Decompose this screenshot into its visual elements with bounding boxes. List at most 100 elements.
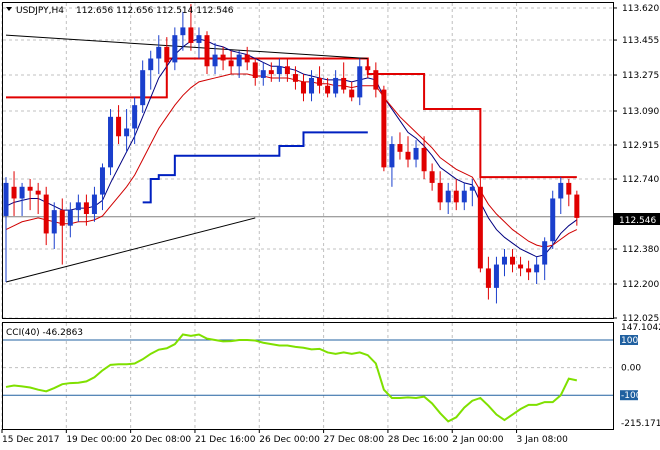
candle-body — [341, 77, 347, 90]
candle-body — [19, 186, 25, 199]
candle-body — [91, 194, 97, 215]
time-tick-label: 20 Dec 08:00 — [131, 435, 192, 445]
ohlc-values: 112.656 112.656 112.514 112.546 — [76, 6, 234, 16]
candle-body — [389, 144, 395, 168]
candle-body — [228, 60, 234, 67]
candle-body — [132, 105, 138, 129]
candle-body — [309, 77, 315, 94]
cci-line — [5, 333, 578, 423]
candle-body — [172, 35, 178, 63]
candle-body — [236, 54, 242, 67]
candle-body — [252, 62, 258, 78]
support-step-line — [142, 131, 368, 204]
cci-tick-label: -100 — [621, 391, 642, 401]
candle-body — [550, 198, 556, 242]
candle-body — [518, 264, 524, 269]
candle-body — [485, 268, 491, 288]
price-tick-label: 113.275 — [622, 71, 659, 81]
candle-body — [534, 264, 540, 273]
candle-body — [124, 128, 130, 137]
candle-body — [493, 264, 499, 288]
candle-body — [558, 182, 564, 199]
trendlines — [5, 34, 368, 283]
candle-body — [204, 35, 210, 67]
cci-tick-label: -215.1718 — [621, 419, 660, 429]
candle-body — [35, 190, 41, 195]
time-tick-label: 15 Dec 2017 — [2, 435, 60, 445]
time-tick-label: 21 Dec 16:00 — [195, 435, 256, 445]
candle-body — [381, 89, 387, 168]
candle-body — [268, 70, 274, 75]
candle-body — [196, 35, 202, 43]
candle-body — [445, 190, 451, 203]
candle-body — [413, 147, 419, 160]
trendline — [5, 217, 256, 283]
time-tick-label: 28 Dec 16:00 — [388, 435, 449, 445]
candle-body — [140, 70, 146, 106]
candle-body — [83, 202, 89, 215]
cci-tick-label: 0.00 — [621, 364, 641, 374]
current-price-label: 112.546 — [619, 216, 656, 226]
candle-body — [220, 54, 226, 61]
cci-level-tag — [620, 390, 638, 401]
dropdown-triangle-icon[interactable] — [6, 7, 12, 11]
candle-body — [421, 147, 427, 172]
candle-body — [501, 256, 507, 265]
candle-body — [461, 190, 467, 203]
candle-body — [43, 194, 49, 234]
candle-body — [469, 186, 475, 191]
candle-body — [156, 46, 162, 59]
main-panel-frame — [2, 2, 614, 319]
candle-body — [437, 182, 443, 203]
cci-tick-label: 100 — [621, 336, 638, 346]
price-tick-label: 112.915 — [622, 141, 659, 151]
time-tick-label: 19 Dec 00:00 — [66, 435, 127, 445]
candle-body — [3, 182, 9, 216]
candle-body — [11, 186, 17, 199]
time-tick-label: 2 Jan 00:00 — [452, 435, 504, 445]
candle-body — [244, 54, 250, 63]
candle-body — [67, 210, 73, 226]
time-tick-label: 27 Dec 08:00 — [324, 435, 385, 445]
current-price-tag — [614, 213, 660, 225]
cci-panel-frame — [2, 322, 614, 430]
candle-body — [59, 210, 65, 226]
candle-body — [574, 194, 580, 218]
time-axis: 15 Dec 2017 19 Dec 00:00 20 Dec 08:00 21 De… — [1, 429, 569, 445]
candle-body — [526, 268, 532, 273]
candle-body — [292, 74, 298, 82]
cci-level-tag — [620, 335, 638, 346]
cci-label: CCI(40) -46.2863 — [6, 328, 83, 338]
price-tick-label: 113.455 — [622, 36, 659, 46]
time-tick-label: 26 Dec 00:00 — [259, 435, 320, 445]
resistance-step-line — [6, 57, 577, 179]
candle-body — [373, 70, 379, 90]
candlesticks — [3, 4, 580, 304]
candle-body — [325, 85, 331, 94]
candle-body — [300, 81, 306, 94]
price-tick-label: 112.200 — [622, 280, 659, 290]
candle-body — [365, 66, 371, 71]
candle-body — [349, 89, 355, 98]
level-lines — [6, 57, 577, 204]
candle-body — [75, 202, 81, 211]
symbol-label: USDJPY,H4 — [16, 6, 64, 16]
candle-body — [357, 66, 363, 98]
price-tick-label: 112.740 — [622, 175, 659, 185]
candle-body — [164, 46, 170, 63]
candle-body — [429, 171, 435, 183]
candle-body — [405, 151, 411, 160]
candle-body — [51, 210, 57, 234]
candle-body — [260, 70, 266, 78]
candle-body — [317, 77, 323, 86]
candle-body — [116, 116, 122, 137]
candle-body — [284, 66, 290, 75]
candle-body — [566, 182, 572, 195]
candle-body — [276, 66, 282, 75]
time-tick-label: 3 Jan 08:00 — [517, 435, 569, 445]
price-tick-label: 112.380 — [622, 245, 659, 255]
price-tick-label: 112.025 — [622, 314, 659, 324]
candle-body — [212, 54, 218, 67]
candle-body — [99, 167, 105, 195]
